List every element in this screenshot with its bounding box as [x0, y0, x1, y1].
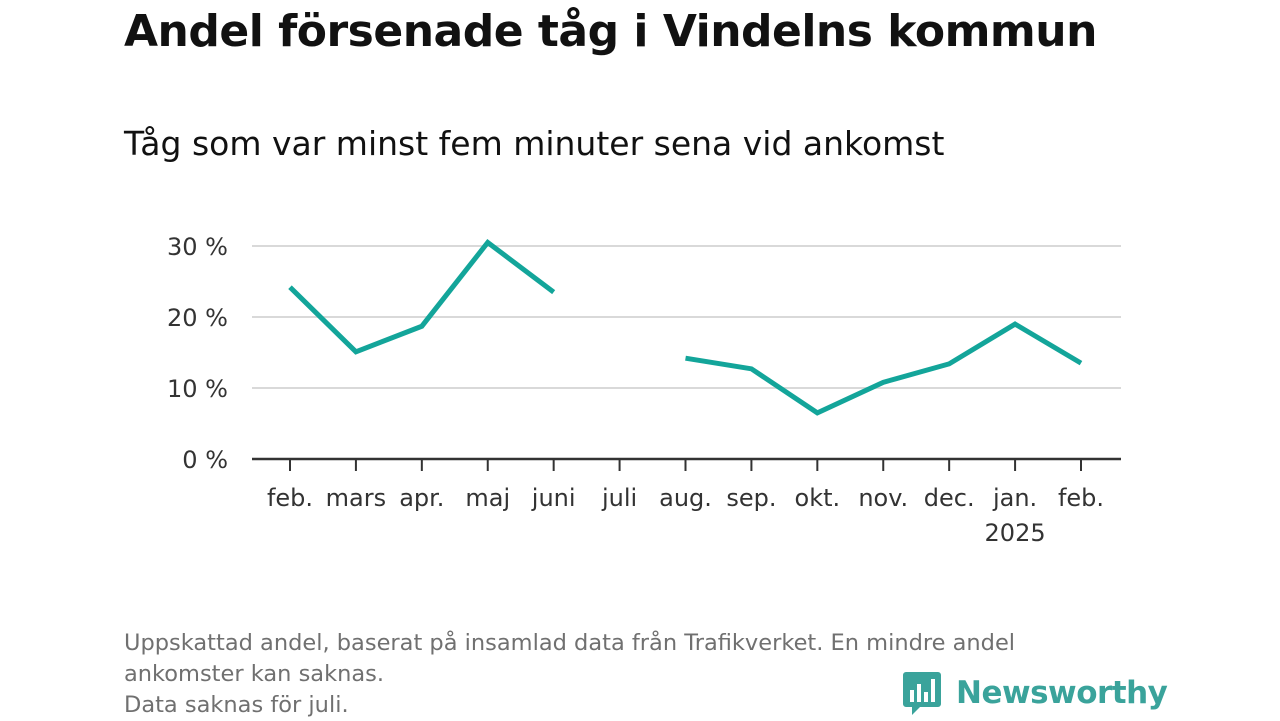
x-tick-label: juni	[531, 484, 576, 512]
chart-title: Andel försenade tåg i Vindelns kommun	[124, 6, 1097, 57]
x-tick-label: apr.	[399, 484, 444, 512]
y-tick-label: 0 %	[182, 446, 228, 474]
x-tick-label: dec.	[924, 484, 975, 512]
bar-chart-speech-bubble-icon	[903, 672, 941, 715]
series-line-segment	[288, 238, 556, 355]
footnote-line-1: Uppskattad andel, baserat på insamlad da…	[124, 630, 1016, 656]
x-tick-sublabel: 2025	[985, 519, 1046, 547]
footnote-line-3: Data saknas för juli.	[124, 692, 349, 718]
x-tick-label: maj	[465, 484, 510, 512]
x-tick-label: feb.	[1058, 484, 1104, 512]
line-chart: 0 % 10 % 20 % 30 % feb. mars apr. maj juni juli a…	[167, 233, 1121, 547]
footnote: Uppskattad andel, baserat på insamlad da…	[124, 628, 1164, 721]
gridlines	[252, 245, 1121, 389]
x-tick-label: sep.	[726, 484, 776, 512]
x-tick-label: aug.	[659, 484, 712, 512]
x-axis-ticks: feb. mars apr. maj juni juli aug. sep. okt. nov. d…	[267, 459, 1104, 547]
y-tick-label: 10 %	[167, 375, 228, 403]
newsworthy-logo: Newsworthy	[902, 670, 1168, 716]
y-tick-label: 20 %	[167, 304, 228, 332]
x-tick-label: juli	[601, 484, 637, 512]
y-tick-label: 30 %	[167, 233, 228, 261]
x-tick-label: jan.	[992, 484, 1037, 512]
x-tick-label: nov.	[858, 484, 908, 512]
footnote-line-2: ankomster kan saknas.	[124, 661, 385, 687]
x-tick-label: feb.	[267, 484, 313, 512]
series-line-segment	[685, 321, 1083, 416]
series-lines	[288, 238, 1083, 416]
chart-subtitle: Tåg som var minst fem minuter sena vid a…	[124, 124, 945, 163]
y-axis-ticks: 0 % 10 % 20 % 30 %	[167, 233, 228, 474]
logo-text: Newsworthy	[956, 675, 1168, 711]
x-tick-label: mars	[326, 484, 386, 512]
x-tick-label: okt.	[795, 484, 841, 512]
